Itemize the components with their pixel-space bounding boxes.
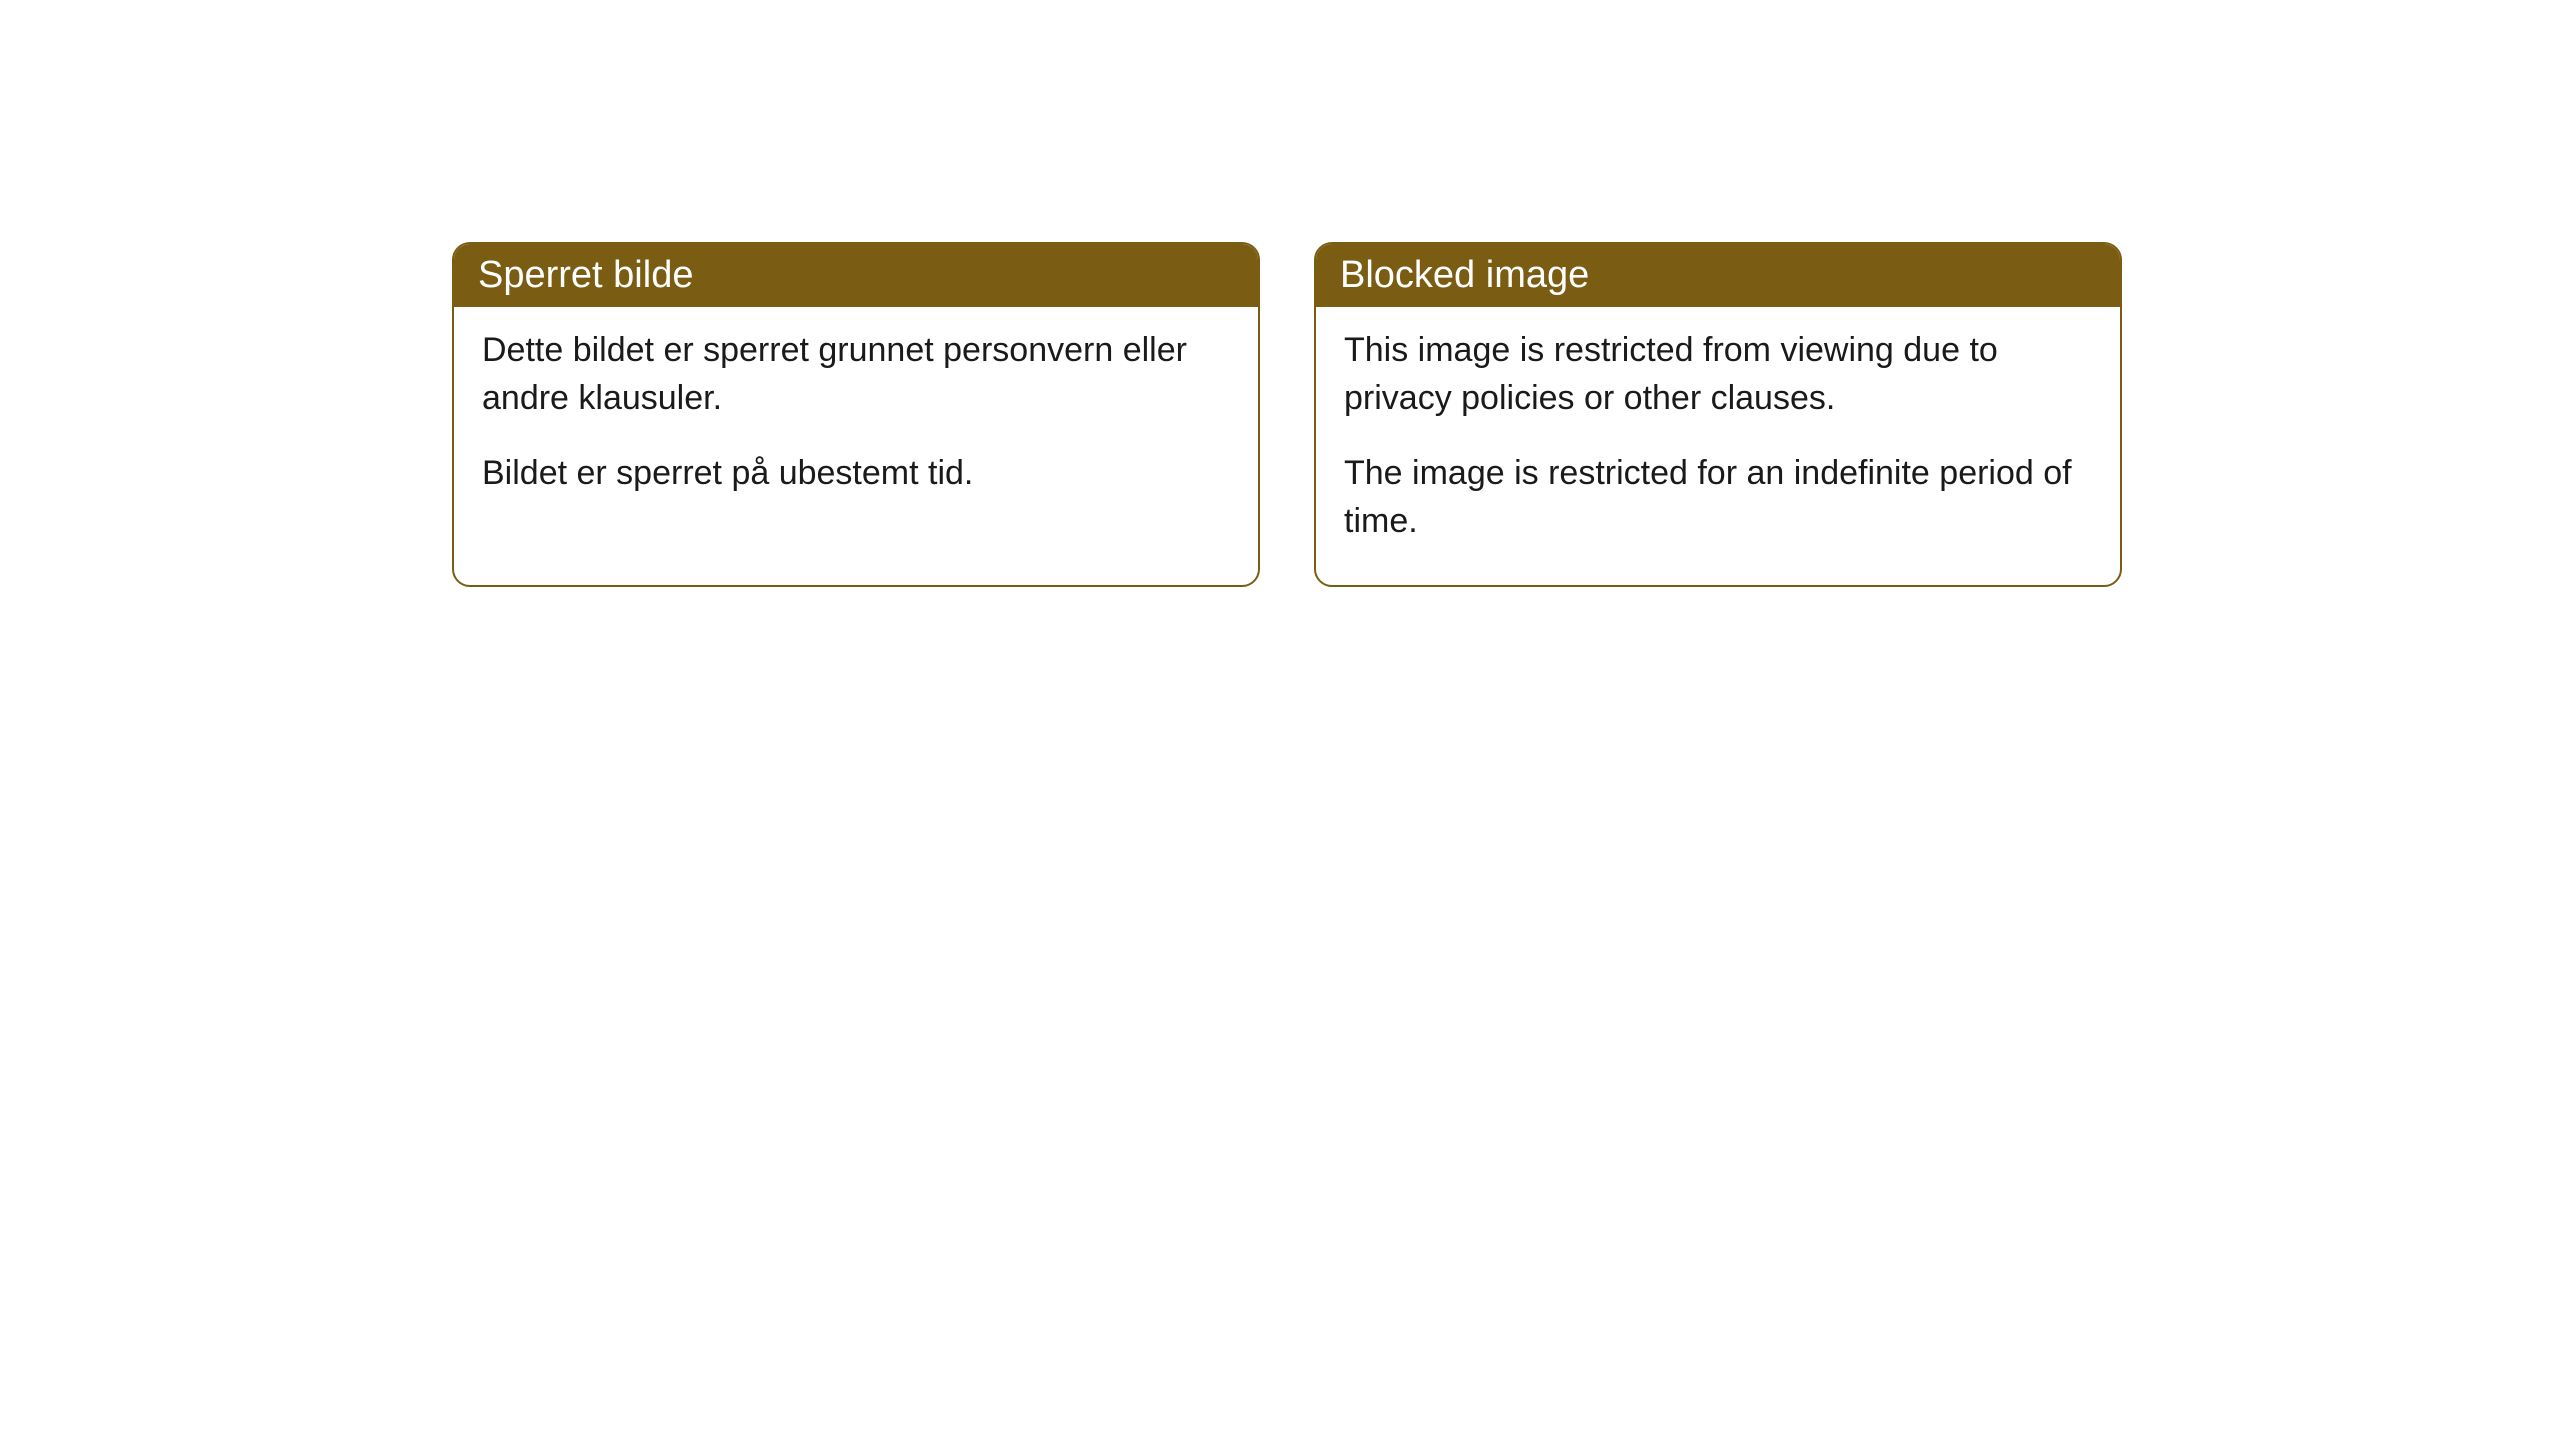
card-paragraph: The image is restricted for an indefinit…	[1344, 450, 2092, 545]
card-header-english: Blocked image	[1316, 244, 2120, 307]
card-paragraph: Dette bildet er sperret grunnet personve…	[482, 327, 1230, 422]
notice-card-norwegian: Sperret bilde Dette bildet er sperret gr…	[452, 242, 1260, 587]
notice-container: Sperret bilde Dette bildet er sperret gr…	[452, 242, 2122, 587]
card-body-english: This image is restricted from viewing du…	[1316, 307, 2120, 585]
notice-card-english: Blocked image This image is restricted f…	[1314, 242, 2122, 587]
card-body-norwegian: Dette bildet er sperret grunnet personve…	[454, 307, 1258, 538]
card-paragraph: Bildet er sperret på ubestemt tid.	[482, 450, 1230, 498]
card-header-norwegian: Sperret bilde	[454, 244, 1258, 307]
card-paragraph: This image is restricted from viewing du…	[1344, 327, 2092, 422]
